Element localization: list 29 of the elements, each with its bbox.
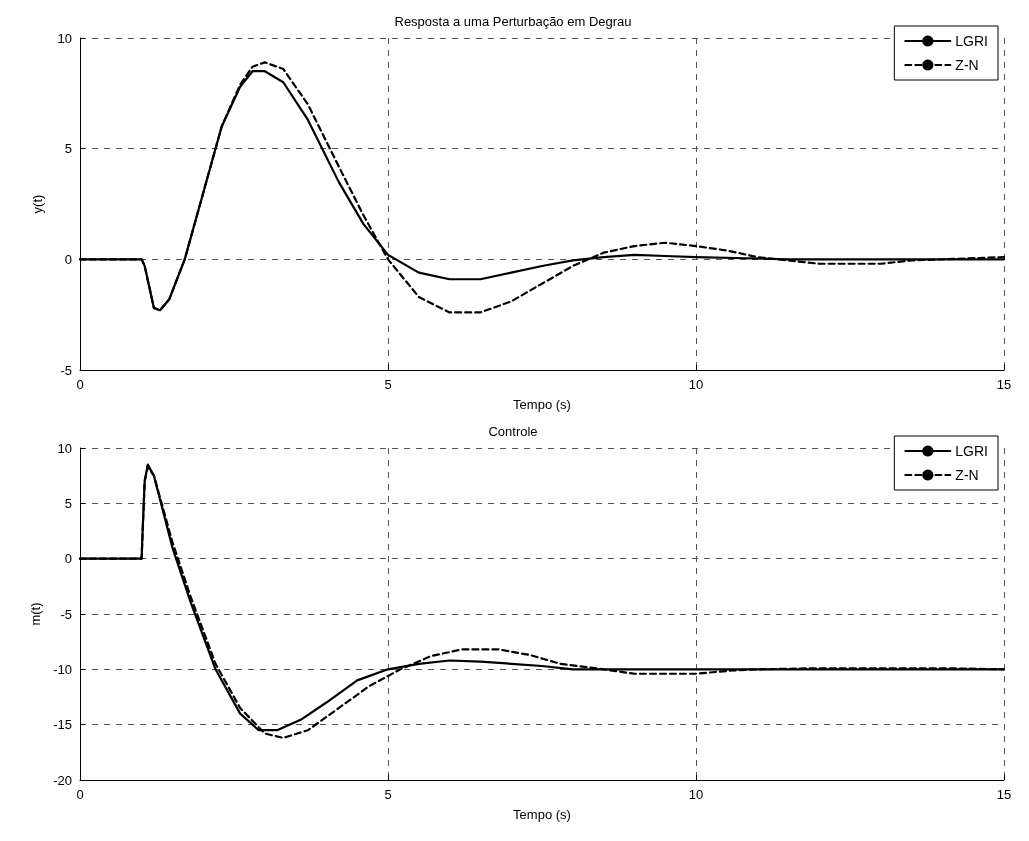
legend-label: Z-N (955, 57, 979, 73)
y-tick-label: -5 (60, 362, 72, 378)
y-tick-label: 0 (64, 251, 72, 267)
y-tick-label: 0 (64, 551, 72, 567)
y-axis-title: m(t) (28, 602, 44, 626)
y-tick-label: 10 (57, 440, 72, 456)
y-tick-label: -15 (53, 717, 72, 733)
y-tick-label: -10 (53, 661, 72, 677)
x-tick-label: 0 (76, 377, 84, 392)
legend-label: LGRI (955, 443, 989, 459)
y-tick-label: 10 (57, 30, 72, 46)
x-tick-label: 0 (76, 787, 84, 802)
x-tick-label: 15 (996, 377, 1012, 392)
chart-title: Controle (488, 424, 538, 439)
x-tick-label: 10 (688, 787, 704, 802)
x-tick-label: 5 (384, 377, 392, 392)
y-tick-label: -20 (53, 772, 72, 788)
legend-label: LGRI (955, 33, 989, 49)
legend-label: Z-N (955, 467, 979, 483)
x-tick-label: 10 (688, 377, 704, 392)
x-axis-title: Tempo (s) (513, 807, 571, 822)
y-tick-label: 5 (64, 141, 72, 157)
y-tick-label: 5 (64, 495, 72, 511)
x-tick-label: 15 (996, 787, 1012, 802)
x-tick-label: 5 (384, 787, 392, 802)
y-axis-title: y(t) (30, 194, 45, 214)
x-axis-title: Tempo (s) (513, 397, 571, 412)
chart-title: Resposta a uma Perturbação em Degrau (394, 14, 632, 29)
y-tick-label: -5 (60, 606, 72, 622)
